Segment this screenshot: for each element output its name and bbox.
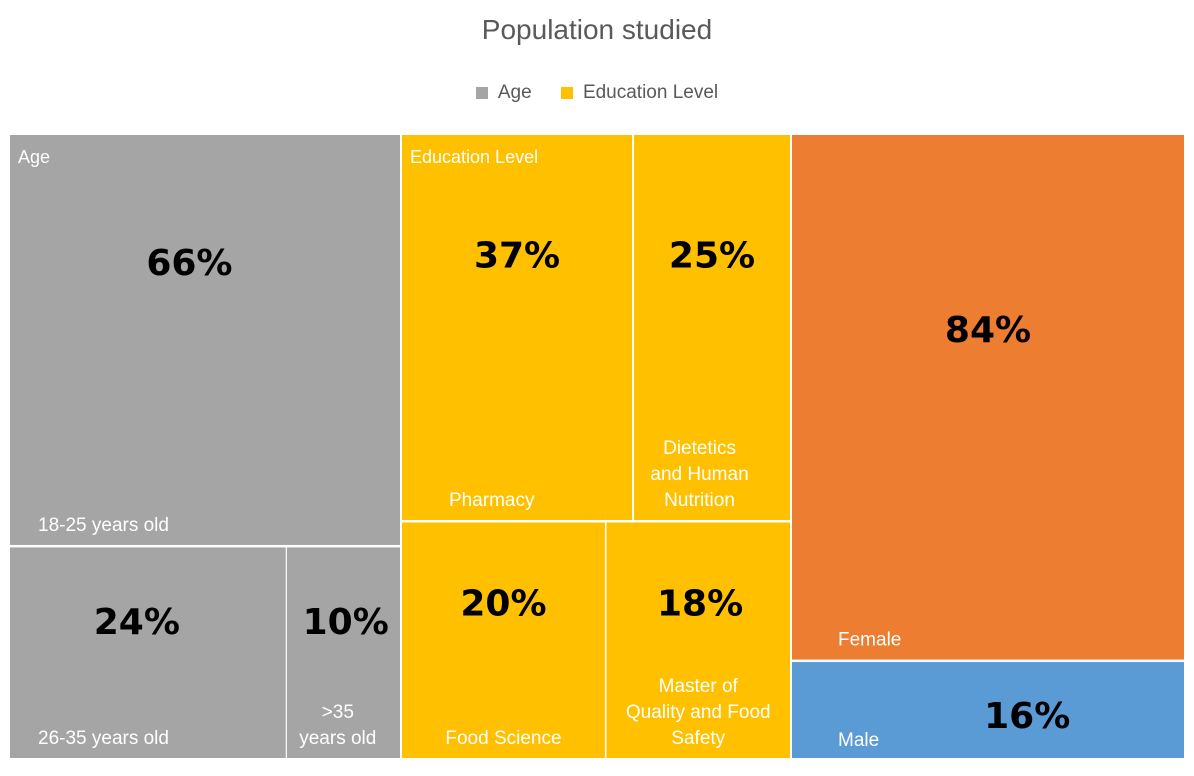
tile-18-25-years-old-label: 18-25 years old: [38, 515, 169, 536]
tile-female-rect: [792, 135, 1184, 660]
group-label-education-level: Education Level: [410, 147, 538, 167]
group-gender: 84% Female 16% Male: [792, 135, 1184, 758]
tile-dietetics-and-human-nutrition-value: 25%: [669, 235, 755, 276]
legend-swatch-age: [475, 87, 488, 99]
group-education-level: 37% Pharmacy 25% Dietetics and Human Nutritio…: [402, 135, 790, 758]
tile-pharmacy-rect: [402, 135, 633, 521]
legend-label-education: Education Level: [582, 82, 719, 103]
tile-food-science-value: 20%: [460, 584, 546, 625]
tile-master-of-quality-and-food-safety-rect: [606, 522, 790, 758]
tile-35-years-old-label: >35 years old: [299, 702, 376, 749]
tile-pharmacy: 37% Pharmacy: [402, 135, 633, 521]
tile-pharmacy-label: Pharmacy: [449, 490, 535, 511]
tile-35-years-old-rect: [286, 547, 400, 758]
group-label-age: Age: [18, 147, 50, 167]
legend-swatch-education: [560, 87, 573, 99]
tile-35-years-old: 10% >35 years old: [286, 547, 400, 758]
tile-35-years-old-value: 10%: [303, 602, 389, 643]
tile-18-25-years-old: 66% 18-25 years old: [10, 135, 400, 545]
tile-master-of-quality-and-food-safety: 18% Master of Quality and Food Safety: [606, 522, 790, 758]
tile-26-35-years-old-rect: [10, 547, 286, 758]
tile-male: 16% Male: [792, 662, 1184, 758]
tile-male-value: 16%: [984, 696, 1070, 737]
legend-item-age: Age: [475, 82, 532, 104]
tile-dietetics-and-human-nutrition-label: Dietetics and Human Nutrition: [650, 438, 748, 511]
group-age: 66% 18-25 years old 24% 26-35 years old 10% >…: [10, 135, 400, 758]
tile-master-of-quality-and-food-safety-label: Master of Quality and Food Safety: [626, 676, 771, 749]
tile-male-label: Male: [838, 730, 879, 751]
tile-dietetics-and-human-nutrition: 25% Dietetics and Human Nutrition: [634, 135, 790, 521]
tile-dietetics-and-human-nutrition-rect: [634, 135, 790, 521]
tile-18-25-years-old-value: 66%: [146, 243, 232, 284]
chart-title: Population studied: [481, 14, 713, 45]
tile-pharmacy-value: 37%: [474, 235, 560, 276]
tile-food-science-rect: [402, 522, 605, 758]
tile-26-35-years-old: 24% 26-35 years old: [10, 547, 286, 758]
tile-male-rect: [792, 662, 1184, 758]
tile-female: 84% Female: [792, 135, 1184, 660]
tile-18-25-years-old-rect: [10, 135, 400, 545]
tile-master-of-quality-and-food-safety-value: 18%: [657, 584, 743, 625]
tile-26-35-years-old-label: 26-35 years old: [38, 728, 169, 749]
legend-item-education: Education Level: [560, 82, 719, 104]
tile-female-value: 84%: [945, 310, 1031, 351]
tile-food-science: 20% Food Science: [402, 522, 605, 758]
chart-legend: Age Education Level: [0, 82, 1194, 105]
tile-26-35-years-old-value: 24%: [94, 602, 180, 643]
tile-female-label: Female: [838, 630, 901, 651]
legend-label-age: Age: [497, 82, 532, 103]
tile-food-science-label: Food Science: [445, 728, 561, 749]
